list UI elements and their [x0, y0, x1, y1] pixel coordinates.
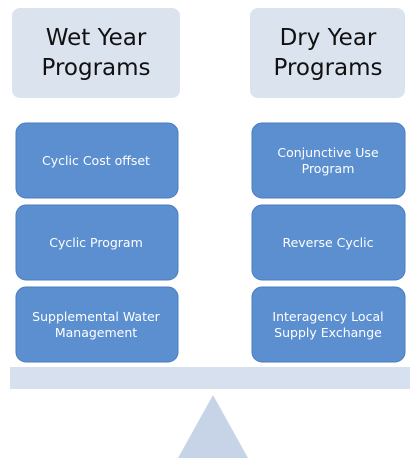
program-box: [251, 286, 406, 363]
program-label: Supplemental Water: [32, 309, 160, 324]
fulcrum: [178, 395, 248, 458]
program-label: Supply Exchange: [274, 325, 382, 340]
balance-beam: [10, 367, 410, 389]
column-title: Wet Year: [46, 25, 147, 51]
program-label: Conjunctive Use: [277, 145, 379, 160]
column-title: Programs: [273, 55, 382, 81]
program-box: [15, 122, 179, 199]
program-label: Interagency Local: [272, 309, 383, 324]
column-title: Programs: [41, 55, 150, 81]
program-label: Reverse Cyclic: [282, 235, 373, 250]
program-label: Cyclic Program: [49, 235, 143, 250]
program-box: [251, 204, 406, 281]
program-label: Cyclic Cost offset: [42, 153, 150, 168]
column-title: Dry Year: [280, 25, 377, 51]
header-box: [250, 8, 405, 98]
program-label: Program: [302, 161, 355, 176]
header-box: [12, 8, 180, 98]
program-box: [15, 286, 179, 363]
program-box: [251, 122, 406, 199]
program-label: Management: [55, 325, 137, 340]
program-box: [15, 204, 179, 281]
